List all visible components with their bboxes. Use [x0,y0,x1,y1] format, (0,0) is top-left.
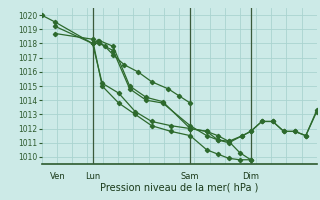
Text: Pression niveau de la mer( hPa ): Pression niveau de la mer( hPa ) [100,182,258,192]
Text: Sam: Sam [181,172,199,181]
Text: Ven: Ven [50,172,66,181]
Text: Lun: Lun [85,172,100,181]
Text: Dim: Dim [242,172,259,181]
